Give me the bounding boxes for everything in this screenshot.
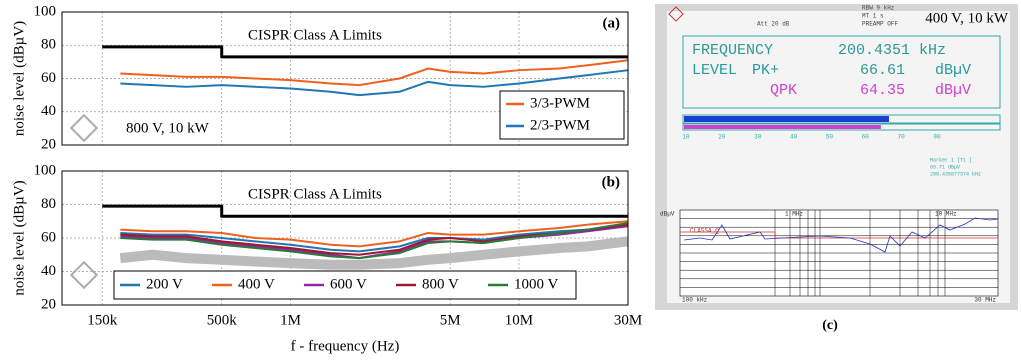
legend-label: 800 V: [422, 276, 459, 292]
bar-scale-label: 20: [718, 134, 726, 141]
freq-label: FREQUENCY: [692, 42, 773, 59]
x-tick-label: 5M: [440, 312, 461, 328]
logo: [71, 262, 96, 287]
bar-scale-label: 40: [790, 134, 798, 141]
f-stop: 30 MHz: [974, 297, 996, 304]
panel-label: (b): [602, 174, 620, 190]
freq-value: 200.4351 kHz: [838, 42, 946, 59]
marker-level: 65.71 dBµV: [930, 164, 960, 170]
marker: Marker 1 [T1 ]: [930, 157, 972, 163]
legend-label: 200 V: [146, 276, 183, 292]
level-label: LEVEL: [692, 62, 737, 79]
preamp: PREAMP OFF: [862, 21, 898, 28]
y-tick-label: 20: [41, 296, 56, 312]
y-tick-label: 20: [41, 136, 56, 152]
annotation: 800 V, 10 kW: [126, 120, 210, 136]
y-tick-label: 80: [41, 196, 56, 212]
qpk-label: QPK: [770, 82, 797, 99]
x-tick-label: 150k: [87, 312, 118, 328]
panel-label: (a): [603, 15, 621, 31]
screen-title: 400 V, 10 kW: [925, 10, 1009, 26]
series-line: [120, 60, 628, 85]
f-start: 100 kHz: [682, 297, 708, 304]
x-axis-label: f - frequency (Hz): [291, 338, 400, 354]
legend-label: 600 V: [330, 276, 367, 292]
x-tick-label: 30M: [614, 312, 642, 328]
legend-label: 400 V: [238, 276, 275, 292]
bar-scale-label: 30: [754, 134, 762, 141]
mt: MT 1 s: [862, 13, 884, 20]
bar-scale-label: 60: [862, 134, 870, 141]
qpk-value: 64.35: [860, 82, 905, 99]
pk-value: 66.61: [860, 62, 905, 79]
y-tick-label: 100: [34, 3, 57, 19]
y-tick-label: 40: [41, 103, 56, 119]
bar-scale-label: 50: [826, 134, 834, 141]
y-tick-label: 80: [41, 37, 56, 53]
panel-label: (c): [822, 318, 838, 333]
limit-line: [102, 206, 628, 216]
att: Att 20 dB: [757, 21, 790, 28]
y-tick-label: 60: [41, 229, 56, 245]
logo: [71, 115, 96, 140]
x-tick-label: 10M: [505, 312, 533, 328]
limit-label: CISPR Class A Limits: [248, 27, 382, 43]
legend-label: 3/3-PWM: [530, 95, 590, 111]
qpk-bar: [684, 125, 881, 129]
f2: 10 MHz: [935, 211, 957, 218]
figure: RBW 9 kHz MT 1 s PREAMP OFF Att 20 dB 40…: [0, 0, 1021, 362]
limit-name: CLASSA_Q: [690, 228, 719, 235]
f1: 1 MHz: [785, 211, 803, 218]
pk-label: PK+: [752, 62, 779, 79]
marker-freq: 200.435877374 kHz: [930, 171, 981, 177]
pk-unit: dBµV: [935, 62, 971, 79]
limit-label: CISPR Class A Limits: [248, 186, 382, 202]
bar-scale-label: 80: [933, 134, 941, 141]
pk-bar: [684, 116, 889, 122]
bar-scale-label: 70: [898, 134, 906, 141]
rbw: RBW 9 kHz: [862, 5, 895, 12]
qpk-unit: dBµV: [935, 82, 971, 99]
y-tick-label: 40: [41, 263, 56, 279]
bar-scale-label: 10: [682, 134, 690, 141]
receiver-screen: RBW 9 kHz MT 1 s PREAMP OFF Att 20 dB 40…: [655, 4, 1018, 333]
legend-label: 1000 V: [514, 276, 558, 292]
y-tick-label: 100: [34, 162, 57, 178]
y-axis-label: noise level (dBµV): [11, 180, 27, 295]
limit-line: [102, 47, 628, 57]
legend-label: 2/3-PWM: [530, 117, 590, 133]
x-tick-label: 1M: [280, 312, 301, 328]
unit: dBµV: [660, 211, 675, 218]
y-tick-label: 60: [41, 70, 56, 86]
y-axis-label: noise level (dBµV): [11, 21, 27, 136]
x-tick-label: 500k: [207, 312, 238, 328]
